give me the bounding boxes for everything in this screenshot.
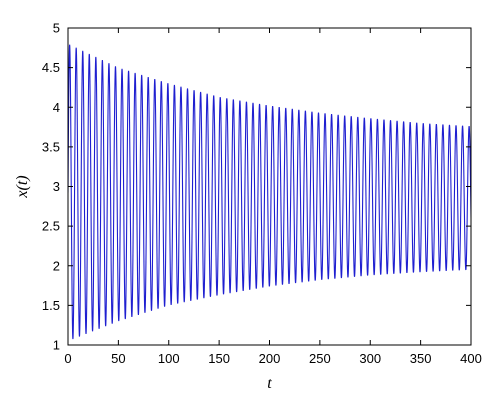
y-axis-title: x(t) xyxy=(14,175,31,198)
y-tick-label: 4 xyxy=(53,100,60,115)
ticks-layer: 0 50 100 150 200 250 300 350 400 1 1.5 2 2.5 3 3.5 4 4.5… xyxy=(42,21,482,367)
y-tick-label: 1.5 xyxy=(42,298,60,313)
y-tick-label: 1 xyxy=(53,338,60,353)
y-tick-label: 4.5 xyxy=(42,60,60,75)
x-tick-label: 300 xyxy=(359,351,381,366)
x-tick-label: 200 xyxy=(259,351,281,366)
x-tick-label: 0 xyxy=(64,351,71,366)
y-tick-label: 3.5 xyxy=(42,139,60,154)
x-tick-label: 100 xyxy=(158,351,180,366)
x-tick-label: 400 xyxy=(460,351,482,366)
y-tick-label: 2 xyxy=(53,258,60,273)
x-tick-label: 150 xyxy=(208,351,230,366)
series-layer xyxy=(68,44,471,340)
x-tick-label: 250 xyxy=(309,351,331,366)
x-axis-title: t xyxy=(267,375,272,392)
y-tick-label: 5 xyxy=(53,21,60,36)
y-tick-label: 3 xyxy=(53,179,60,194)
series-line-0 xyxy=(68,44,471,340)
y-tick-label: 2.5 xyxy=(42,219,60,234)
x-tick-label: 350 xyxy=(410,351,432,366)
x-tick-label: 50 xyxy=(111,351,125,366)
